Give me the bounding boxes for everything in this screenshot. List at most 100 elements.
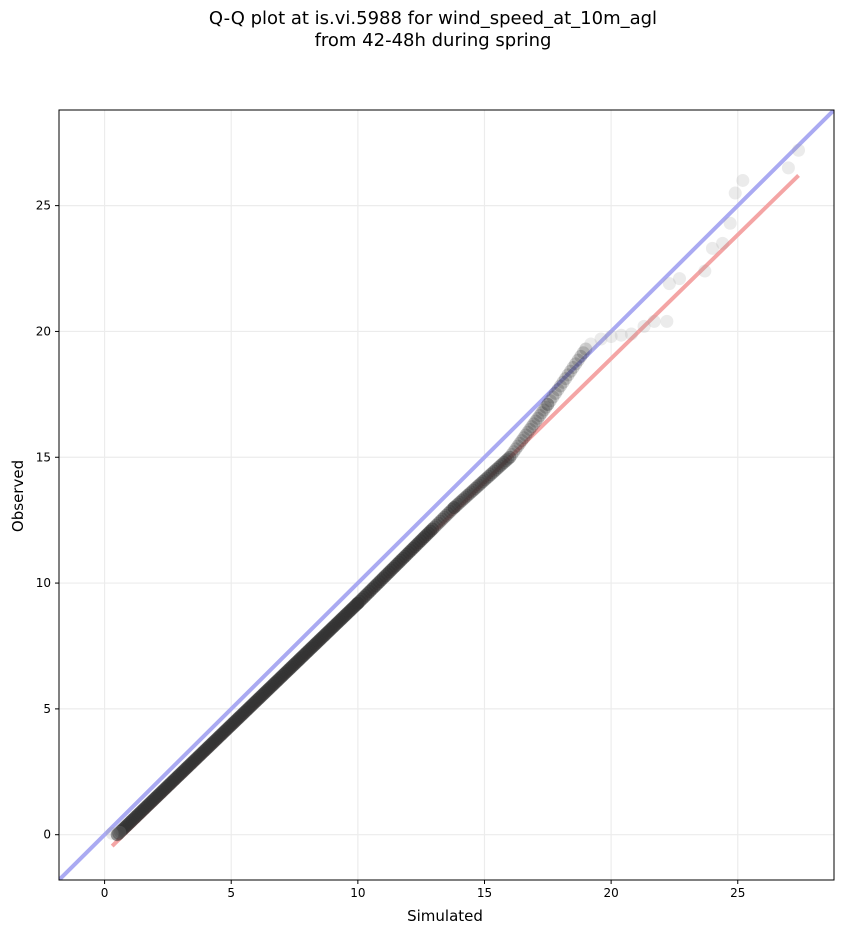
data-point [579, 342, 593, 356]
data-point [491, 461, 505, 475]
y-tick-label: 20 [36, 324, 51, 338]
data-point [478, 473, 492, 487]
data-point [723, 216, 737, 230]
data-point [517, 431, 531, 445]
data-point [525, 420, 539, 434]
data-point [457, 492, 471, 506]
data-point [673, 272, 687, 286]
data-point [564, 364, 578, 378]
identity-line [59, 110, 834, 880]
data-point [566, 361, 580, 375]
data-point [486, 466, 500, 480]
data-point [113, 825, 127, 839]
data-point [604, 329, 618, 343]
data-point [455, 494, 469, 508]
data-point [459, 490, 473, 504]
data-point [662, 277, 676, 291]
data-point [487, 464, 501, 478]
data-point [472, 478, 486, 492]
x-tick-label: 25 [730, 886, 745, 900]
x-tick-label: 10 [350, 886, 365, 900]
data-point [576, 346, 590, 360]
data-point [546, 390, 560, 404]
data-point [443, 504, 457, 518]
data-point [493, 459, 507, 473]
data-point [447, 501, 461, 515]
chart-title-line-1: Q-Q plot at is.vi.5988 for wind_speed_at… [208, 8, 658, 29]
chart-title: Q-Q plot at is.vi.5988 for wind_speed_at… [0, 8, 843, 52]
chart-title-line-2: from 42-48h during spring [314, 30, 552, 51]
y-tick-label: 25 [36, 199, 51, 213]
data-point [482, 469, 496, 483]
data-point [431, 516, 445, 530]
data-point [462, 487, 476, 501]
data-point [537, 403, 551, 417]
data-point [501, 452, 515, 466]
data-point [574, 349, 588, 363]
data-point [705, 241, 719, 255]
data-point [499, 454, 513, 468]
data-point [523, 422, 537, 436]
plot-frame [58, 109, 835, 881]
data-point [527, 417, 541, 431]
data-point [647, 314, 661, 328]
data-point [533, 409, 547, 423]
data-point [468, 481, 482, 495]
x-tick-label: 5 [227, 886, 235, 900]
data-point [624, 327, 638, 341]
data-point [435, 512, 449, 526]
data-point [105, 826, 119, 840]
data-point [728, 186, 742, 200]
data-point [470, 480, 484, 494]
data-point [531, 411, 545, 425]
data-point [792, 143, 806, 157]
data-point [515, 434, 529, 448]
data-point [660, 314, 674, 328]
data-point [489, 462, 503, 476]
data-point [466, 483, 480, 497]
data-point [464, 485, 478, 499]
data-point [614, 328, 628, 342]
data-point [484, 468, 498, 482]
data-point [584, 337, 598, 351]
data-point [548, 386, 562, 400]
data-point [535, 406, 549, 420]
data-point [521, 425, 535, 439]
data-point [480, 471, 494, 485]
data-point [425, 522, 439, 536]
data-point [637, 319, 651, 333]
data-point [781, 161, 795, 175]
data-point [495, 457, 509, 471]
data-point [445, 503, 459, 517]
x-tick-label: 20 [603, 886, 618, 900]
data-point [541, 397, 555, 411]
data-point [561, 368, 575, 382]
x-tick-label: 15 [477, 886, 492, 900]
data-point [503, 450, 517, 464]
data-point [513, 436, 527, 450]
data-point [507, 445, 521, 459]
y-tick-label: 0 [43, 828, 51, 842]
data-point [553, 379, 567, 393]
data-points [105, 143, 806, 842]
data-point [439, 508, 453, 522]
data-point [503, 450, 517, 464]
data-point [497, 455, 511, 469]
data-point [736, 173, 750, 187]
data-point [509, 442, 523, 456]
axis-ticks: 0 5 10 15 20 25 0 5 10 15 20 25 [36, 199, 746, 900]
data-point [529, 414, 543, 428]
data-point [594, 332, 608, 346]
x-tick-label: 0 [101, 886, 109, 900]
y-tick-label: 5 [43, 702, 51, 716]
data-point [451, 497, 465, 511]
data-point [429, 518, 443, 532]
data-point [474, 476, 488, 490]
data-point [556, 375, 570, 389]
data-point [698, 264, 712, 278]
data-point [505, 447, 519, 461]
data-point [543, 394, 557, 408]
data-point [541, 397, 555, 411]
data-point [519, 428, 533, 442]
